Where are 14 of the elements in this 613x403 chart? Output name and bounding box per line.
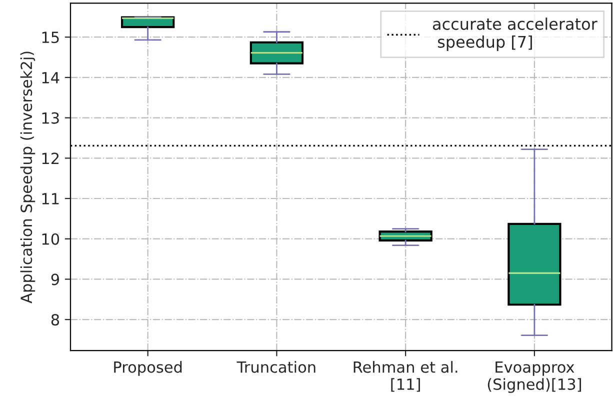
legend-label: accurate accelerator speedup [7] [432,18,598,51]
y-tick-label: 12 [42,152,59,164]
x-tick-label: Truncation [236,361,316,373]
x-tick-label: Evoapprox (Signed)[13] [488,361,581,393]
y-tick-label: 9 [51,274,60,286]
y-tick-label: 11 [42,193,59,204]
y-tick-label: 14 [42,72,60,84]
y-tick-label: 8 [51,314,60,326]
y-tick-label: 10 [42,233,60,245]
y-axis-title: Application Speedup (inversek2j) [20,52,36,304]
y-tick-label: 13 [42,112,59,124]
x-tick-label: Rehman et al. [11] [354,361,458,392]
y-tick-label: 15 [42,32,59,44]
x-tick-label: Proposed [114,361,182,376]
